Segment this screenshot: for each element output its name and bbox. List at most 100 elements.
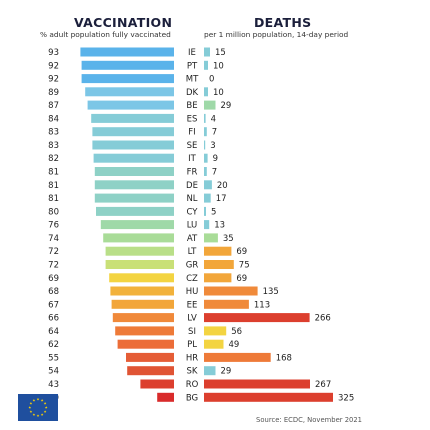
vaccination-value-ee: 67 [48,300,59,310]
vaccination-value-cz: 69 [48,274,59,284]
country-label-cy: CY [187,207,199,217]
deaths-value-lv: 266 [315,314,331,324]
deaths-value-fi: 7 [212,128,217,138]
country-label-de: DE [186,181,198,191]
vaccination-bar-lu [100,220,174,230]
eu-flag-icon [18,394,58,421]
country-label-lt: LT [188,247,198,257]
deaths-value-hu: 135 [263,287,279,297]
vaccination-bar-hu [110,286,174,296]
deaths-value-ie: 15 [215,48,226,58]
vaccination-value-hr: 55 [48,353,59,363]
vaccination-value-be: 87 [48,101,59,111]
country-label-lv: LV [187,314,197,324]
deaths-value-cz: 69 [236,274,247,284]
deaths-value-gr: 75 [239,261,250,271]
deaths-bar-it [204,153,208,163]
vaccination-bar-ro [140,379,174,389]
vaccination-bar-pt [81,60,174,70]
vaccination-bar-nl [94,193,174,203]
deaths-value-ee: 113 [254,300,270,310]
vaccination-bar-at [103,233,174,243]
vaccination-bar-cz [109,273,174,283]
vaccination-bar-be [87,100,174,110]
vaccination-value-it: 82 [48,154,59,164]
country-label-dk: DK [186,88,199,98]
country-label-cz: CZ [186,274,198,284]
vaccination-value-dk: 89 [48,88,59,98]
deaths-bar-ie [204,47,210,57]
vaccination-value-hu: 68 [48,287,59,297]
deaths-bar-fr [204,167,207,176]
vaccination-value-es: 84 [48,114,59,124]
country-label-gr: GR [186,261,199,271]
deaths-bar-be [204,100,216,110]
deaths-value-cy: 5 [211,207,216,217]
deaths-value-ro: 267 [315,380,331,390]
vaccination-value-lv: 66 [48,314,59,324]
deaths-bar-lv [204,313,310,323]
vaccination-bar-hr [126,352,174,362]
vaccination-value-mt: 92 [48,75,59,85]
eu-star [44,406,48,409]
deaths-bar-fi [204,127,207,137]
eu-star [36,414,40,417]
deaths-value-es: 4 [211,114,216,124]
deaths-value-pt: 10 [213,61,224,71]
deaths-value-it: 9 [213,154,218,164]
vaccination-bar-se [92,140,174,150]
country-label-ie: IE [188,48,196,58]
deaths-bar-lt [204,246,232,256]
country-label-sk: SK [187,367,198,377]
vaccination-value-de: 81 [48,181,59,191]
eu-star [36,397,40,401]
vaccination-value-lt: 72 [48,247,59,257]
vaccination-bar-dk [85,87,174,97]
vaccination-value-at: 74 [48,234,59,244]
eu-star [29,402,33,405]
country-label-es: ES [187,114,198,124]
deaths-value-mt: 0 [209,75,214,85]
vaccination-bar-fi [92,127,174,137]
vaccination-bar-mt [81,74,174,84]
vaccination-bar-bg [157,392,174,402]
deaths-value-fr: 7 [212,168,217,178]
vaccination-value-pl: 62 [48,340,59,350]
vaccination-bar-sk [127,366,174,376]
vaccination-bar-fr [94,167,174,176]
deaths-bar-sk [204,366,216,376]
country-label-lu: LU [187,221,198,231]
vaccination-value-si: 64 [48,327,59,337]
vaccination-bar-lv [112,313,174,323]
country-label-mt: MT [186,75,199,85]
vaccination-bar-ee [111,299,174,309]
eu-star [43,410,47,413]
deaths-subtitle: per 1 million population, 14-day period [204,30,349,39]
deaths-bar-nl [204,193,211,203]
vaccination-value-cy: 80 [48,207,59,217]
deaths-bar-dk [204,87,208,97]
eu-star [32,413,36,416]
source-note: Source: ECDC, November 2021 [256,416,362,424]
deaths-bar-gr [204,260,234,269]
eu-star [32,399,36,402]
deaths-value-pl: 49 [229,340,240,350]
vaccination-value-fr: 81 [48,168,59,178]
deaths-bar-ee [204,299,249,309]
vaccination-value-ie: 93 [48,48,59,58]
deaths-value-lt: 69 [236,247,247,257]
deaths-bar-pl [204,339,224,349]
vaccination-value-fi: 83 [48,128,59,138]
deaths-bar-bg [204,392,333,402]
country-label-ee: EE [187,300,198,310]
country-label-fr: FR [187,168,198,178]
vaccination-bar-lt [105,246,174,256]
deaths-value-hr: 168 [276,353,292,363]
country-label-si: SI [188,327,196,337]
country-label-be: BE [186,101,197,111]
country-label-pl: PL [187,340,197,350]
deaths-bar-cy [204,206,206,216]
country-label-bg: BG [186,393,198,403]
vaccination-value-se: 83 [48,141,59,151]
deaths-bar-se [204,140,206,150]
